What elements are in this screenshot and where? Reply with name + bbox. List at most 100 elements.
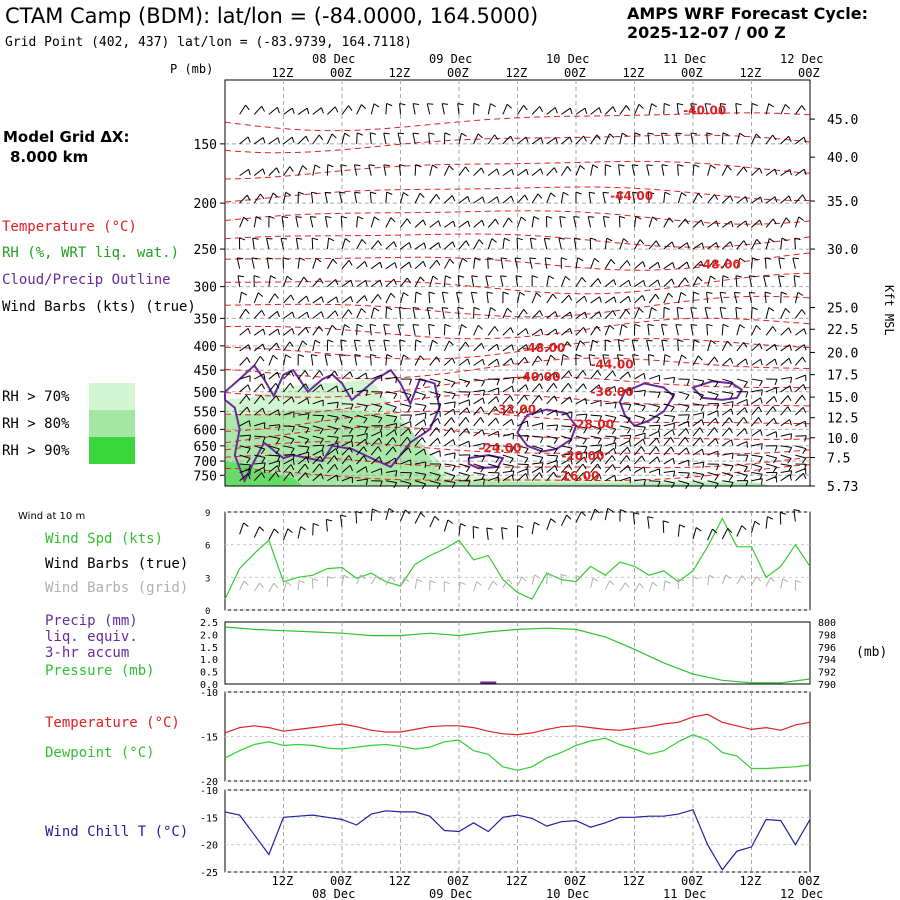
wind-barb xyxy=(631,340,635,352)
wind-barb-flag xyxy=(363,455,368,462)
wind-barb-flag xyxy=(687,421,690,428)
wind-barb-flag xyxy=(378,456,383,463)
wind-barb-flag xyxy=(386,102,393,107)
wind-barb xyxy=(722,391,734,394)
wind-barb xyxy=(252,238,255,250)
wind-barb-flag xyxy=(648,191,655,195)
wind-barb xyxy=(356,478,368,482)
wind-barb xyxy=(283,464,292,473)
wind-tick-label: 3 xyxy=(205,574,210,584)
wind-barb xyxy=(239,327,249,336)
wind-barb xyxy=(487,358,498,366)
wind-barb xyxy=(297,370,306,380)
wind-barb xyxy=(546,454,558,457)
wind-barb-flag xyxy=(641,418,646,424)
time-label-bottom: 12Z xyxy=(389,874,411,888)
wind-barb-flag xyxy=(541,373,544,380)
wind-barb-flag xyxy=(393,278,397,285)
wind-barb-grid xyxy=(385,576,392,586)
wind-barb xyxy=(517,168,527,177)
wind-barb-grid-flag xyxy=(725,574,731,580)
wind-barb-10m xyxy=(531,522,535,535)
time-label-top: 00Z xyxy=(681,66,703,80)
wind-barb xyxy=(385,103,388,115)
wind-barb-flag xyxy=(379,391,383,398)
wind-barb xyxy=(502,432,514,437)
wind-barb-flag xyxy=(605,164,612,168)
wind-barb xyxy=(634,104,640,115)
wind-barb-flag xyxy=(319,455,324,462)
wind-barb-flag xyxy=(262,343,266,350)
wind-barb xyxy=(400,292,404,304)
wind-barb-flag xyxy=(399,102,406,106)
wind-barb-flag xyxy=(482,429,485,436)
wind-barb xyxy=(268,275,271,287)
wind-barb xyxy=(268,106,278,115)
time-label-bottom: 12Z xyxy=(506,874,528,888)
pressure-tick-label: 150 xyxy=(194,138,217,153)
wind-barb xyxy=(326,133,333,145)
wind-barb xyxy=(736,378,748,383)
wind-barb xyxy=(458,407,468,416)
wind-barb-flag xyxy=(618,339,625,342)
wind-barb xyxy=(341,476,353,482)
wind-barb-flag xyxy=(394,457,398,464)
wind-barb xyxy=(254,422,265,427)
wind-barb-flag xyxy=(248,169,251,176)
wind-barb-flag xyxy=(368,339,375,342)
wind-barb-flag xyxy=(276,455,281,462)
wind-barb xyxy=(546,107,556,115)
wind-barb-flag xyxy=(482,390,485,397)
wind-barb xyxy=(326,455,335,465)
wind-barb-flag xyxy=(597,455,602,462)
wind-barb xyxy=(663,292,669,304)
wind-barb xyxy=(487,396,497,405)
wind-barb-flag xyxy=(409,378,412,385)
wind-barb-flag xyxy=(319,370,324,376)
wind-barb-flag xyxy=(567,471,572,478)
wind-barb xyxy=(561,396,571,405)
wind-barb-flag xyxy=(774,358,778,365)
wind-barb xyxy=(283,411,295,416)
wind-barb xyxy=(502,135,511,145)
wind-barb xyxy=(383,324,387,336)
time-label-top: 12Z xyxy=(623,66,645,80)
wind-barb xyxy=(778,275,782,287)
wind-barb-flag xyxy=(246,194,251,201)
wind-barb xyxy=(590,384,600,393)
wind-barb-10m xyxy=(283,528,289,541)
wind-barb xyxy=(471,275,475,287)
wind-barb-flag xyxy=(481,220,485,226)
wind-barb xyxy=(751,196,761,204)
wind-barb xyxy=(487,103,491,115)
wind-barb xyxy=(253,407,264,416)
wind-barb xyxy=(341,446,351,456)
wind-barb-flag xyxy=(728,382,734,388)
wind-barb-flag xyxy=(291,328,295,335)
wind-barb xyxy=(661,164,665,176)
wind-barb-flag xyxy=(363,446,368,453)
wind-barb-flag xyxy=(450,382,456,388)
wind-barb xyxy=(239,420,250,427)
wind-barb xyxy=(488,476,499,482)
wind-barb xyxy=(412,324,416,336)
wind-barb xyxy=(502,308,508,319)
wind-barb-flag xyxy=(354,191,361,194)
wind-barb xyxy=(327,464,336,473)
wind-barb-flag xyxy=(467,454,471,461)
wind-barb xyxy=(531,193,539,204)
wind-barb xyxy=(531,407,542,416)
wind-barb xyxy=(239,104,246,115)
wind-barb xyxy=(634,239,641,250)
wind-barb xyxy=(253,292,259,304)
wind-barb xyxy=(780,433,792,437)
wind-barb-flag xyxy=(745,455,749,462)
wind-barb-flag xyxy=(290,448,295,454)
wind-barb-flag xyxy=(306,311,310,319)
wind-barb xyxy=(575,383,584,393)
wind-barb-flag xyxy=(452,241,456,248)
wind-barb-grid-flag xyxy=(547,573,554,577)
wind-barb xyxy=(324,354,328,366)
wind-barb xyxy=(487,257,489,269)
wind-barb-flag xyxy=(612,464,617,470)
